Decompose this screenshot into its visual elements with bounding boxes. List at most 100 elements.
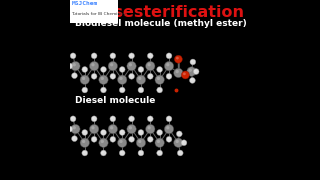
Circle shape <box>82 77 85 80</box>
Circle shape <box>71 117 73 119</box>
Circle shape <box>120 151 123 153</box>
Circle shape <box>127 124 136 134</box>
Circle shape <box>179 151 180 153</box>
Circle shape <box>166 73 172 79</box>
Circle shape <box>99 138 108 147</box>
Circle shape <box>157 140 160 143</box>
Circle shape <box>155 138 164 147</box>
Circle shape <box>111 75 113 76</box>
Circle shape <box>158 131 160 133</box>
Circle shape <box>83 68 85 70</box>
Circle shape <box>148 53 153 59</box>
Circle shape <box>91 116 97 122</box>
Text: Tutorials for IB Chemistry: Tutorials for IB Chemistry <box>71 12 126 16</box>
Circle shape <box>167 54 169 56</box>
Circle shape <box>82 130 88 135</box>
Circle shape <box>111 117 113 119</box>
Circle shape <box>91 63 95 66</box>
Circle shape <box>117 75 127 84</box>
Circle shape <box>164 61 174 71</box>
Circle shape <box>164 124 174 134</box>
Circle shape <box>68 64 70 66</box>
Circle shape <box>157 77 160 80</box>
Circle shape <box>102 68 104 70</box>
Circle shape <box>127 61 136 71</box>
Circle shape <box>120 131 123 133</box>
Circle shape <box>102 88 104 90</box>
Circle shape <box>90 61 99 71</box>
Circle shape <box>176 140 179 143</box>
Circle shape <box>119 67 125 72</box>
Circle shape <box>110 73 116 79</box>
Circle shape <box>146 124 155 134</box>
Circle shape <box>110 126 113 129</box>
Circle shape <box>130 75 132 76</box>
Circle shape <box>148 138 151 140</box>
Circle shape <box>167 138 169 140</box>
Circle shape <box>119 77 123 80</box>
Circle shape <box>129 136 134 142</box>
Circle shape <box>181 140 187 146</box>
Circle shape <box>130 117 132 119</box>
Text: Biodiesel molecule (methyl ester): Biodiesel molecule (methyl ester) <box>76 19 247 28</box>
Circle shape <box>92 54 94 56</box>
Circle shape <box>92 75 94 76</box>
Circle shape <box>130 54 132 56</box>
Circle shape <box>83 131 85 133</box>
Circle shape <box>158 151 160 153</box>
Circle shape <box>91 73 97 79</box>
Circle shape <box>138 130 144 135</box>
Circle shape <box>110 63 113 66</box>
Circle shape <box>71 124 80 134</box>
Circle shape <box>108 124 117 134</box>
Circle shape <box>82 140 85 143</box>
Circle shape <box>129 63 132 66</box>
Circle shape <box>119 130 125 135</box>
Circle shape <box>82 67 88 72</box>
Circle shape <box>138 150 144 156</box>
Circle shape <box>129 126 132 129</box>
Circle shape <box>157 130 163 135</box>
Circle shape <box>92 117 94 119</box>
Circle shape <box>91 136 97 142</box>
Circle shape <box>67 126 73 132</box>
Circle shape <box>148 75 151 76</box>
Circle shape <box>148 117 151 119</box>
Circle shape <box>181 71 189 79</box>
Circle shape <box>129 53 134 59</box>
Circle shape <box>155 75 164 84</box>
Circle shape <box>72 73 77 78</box>
Circle shape <box>130 138 132 140</box>
Circle shape <box>139 151 141 153</box>
Circle shape <box>193 69 199 74</box>
Text: MSJChem: MSJChem <box>71 1 98 6</box>
Circle shape <box>73 126 76 129</box>
Circle shape <box>176 57 179 60</box>
Circle shape <box>148 126 151 129</box>
Circle shape <box>174 138 183 147</box>
Circle shape <box>120 68 123 70</box>
Circle shape <box>148 63 151 66</box>
Circle shape <box>80 75 90 84</box>
Circle shape <box>99 75 108 84</box>
Circle shape <box>139 131 141 133</box>
Circle shape <box>73 74 75 76</box>
Circle shape <box>71 54 73 56</box>
Circle shape <box>100 67 106 72</box>
Circle shape <box>174 68 183 78</box>
Circle shape <box>191 79 193 81</box>
Circle shape <box>174 55 182 63</box>
Circle shape <box>129 73 134 79</box>
Circle shape <box>90 124 99 134</box>
Circle shape <box>101 77 104 80</box>
Circle shape <box>191 60 193 62</box>
Circle shape <box>70 116 76 122</box>
Circle shape <box>82 87 88 93</box>
Circle shape <box>102 151 104 153</box>
Circle shape <box>91 53 97 59</box>
Circle shape <box>195 70 196 72</box>
Circle shape <box>111 54 113 56</box>
Circle shape <box>71 61 80 71</box>
Circle shape <box>136 75 146 84</box>
Circle shape <box>102 131 104 133</box>
